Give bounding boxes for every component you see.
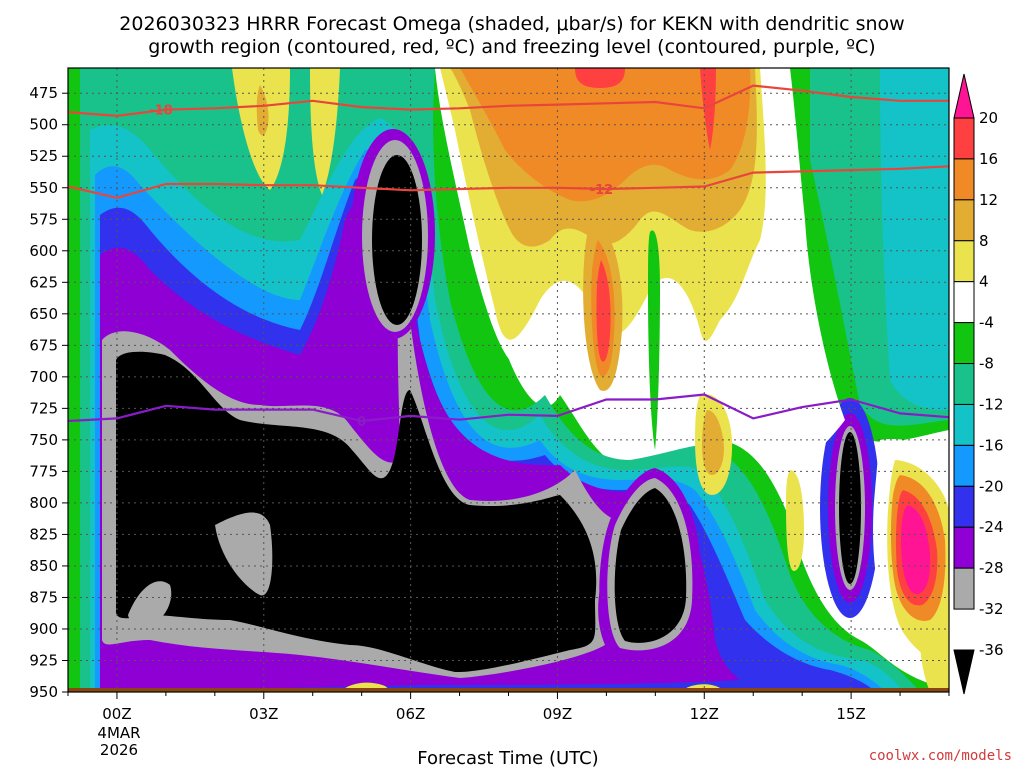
colorbar-label: 4 — [979, 273, 989, 291]
colorbar-label: -16 — [979, 436, 1004, 454]
colorbar-label: -4 — [979, 314, 994, 332]
shade-pink-right — [901, 505, 931, 595]
y-tick-label: 925 — [29, 651, 58, 669]
y-tick-label: 575 — [29, 210, 58, 228]
colorbar-label: 16 — [979, 150, 998, 168]
y-tick-label: 700 — [29, 368, 58, 386]
contour-line — [68, 393, 949, 423]
y-axis: 475 500 525 550 575 600 625 650 675 700 725 750 775 8… — [29, 84, 68, 701]
contour-label: -18 — [149, 104, 173, 119]
colorbar-label: 8 — [979, 232, 989, 250]
colorbar-swatch — [953, 567, 975, 610]
shade-black-upper — [372, 155, 422, 325]
y-tick-label: 825 — [29, 525, 58, 543]
shade-yellow-06z — [310, 68, 340, 195]
shade-red-12z — [700, 68, 716, 150]
shade-black-15z — [839, 432, 861, 584]
shade-black-region — [115, 351, 597, 673]
shade-cyan-right — [880, 68, 949, 411]
y-tick-label: 725 — [29, 399, 58, 417]
colorbar-label: -24 — [979, 518, 1004, 536]
y-tick-label: 525 — [29, 147, 58, 165]
contour-label: -12 — [590, 183, 614, 198]
colorbar-swatch — [953, 444, 975, 487]
colorbar-swatch — [953, 649, 975, 695]
colorbar-label: -32 — [979, 600, 1004, 618]
x-date-label-year: 2026 — [100, 741, 138, 759]
colorbar-swatch — [953, 158, 975, 201]
colorbar-swatch — [953, 240, 975, 283]
chart-title-line-1: 2026030323 HRRR Forecast Omega (shaded, … — [119, 13, 904, 35]
y-tick-label: 650 — [29, 305, 58, 323]
x-tick-label: 12Z — [690, 705, 719, 723]
y-tick-label: 875 — [29, 588, 58, 606]
x-tick-label: 09Z — [543, 705, 572, 723]
ground-strip — [68, 688, 949, 692]
shade-yellow-14z — [786, 470, 804, 571]
shade-red-upper — [575, 68, 625, 88]
colorbar-label: -8 — [979, 355, 994, 373]
y-tick-label: 750 — [29, 431, 58, 449]
colorbar-swatch — [953, 322, 975, 365]
y-tick-label: 500 — [29, 116, 58, 134]
colorbar-swatch — [953, 281, 975, 324]
y-tick-label: 900 — [29, 620, 58, 638]
contour-line — [68, 84, 949, 118]
chart-title-line-2: growth region (contoured, red, ºC) and f… — [148, 36, 875, 58]
shade-green-11z-spike — [648, 230, 660, 450]
colorbar-label: -28 — [979, 559, 1004, 577]
shade-gray-patch-2 — [128, 581, 172, 627]
contour-lines: -18 -12 0 — [68, 84, 949, 430]
contour-label: 0 — [357, 415, 366, 430]
shade-gold-12z-lower — [702, 410, 724, 475]
y-tick-label: 775 — [29, 462, 58, 480]
shade-orange-upper — [460, 68, 751, 202]
contour-line — [68, 165, 949, 199]
x-axis-label: Forecast Time (UTC) — [417, 748, 598, 768]
credit-text: coolwx.com/models — [869, 748, 1012, 764]
shade-yellow-bottom-right — [920, 640, 949, 692]
colorbar-swatch — [953, 526, 975, 569]
y-tick-label: 850 — [29, 557, 58, 575]
y-tick-label: 475 — [29, 84, 58, 102]
colorbar: 20 16 12 8 4 -4 -8 -12 -16 -20 -24 -28 -32 -36 — [953, 73, 1004, 695]
shade-red-10z — [596, 260, 611, 362]
colorbar-swatch — [953, 73, 975, 119]
y-tick-label: 800 — [29, 494, 58, 512]
colorbar-swatch — [953, 485, 975, 528]
colorbar-label: -36 — [979, 641, 1004, 659]
y-tick-label: 675 — [29, 336, 58, 354]
colorbar-label: 20 — [979, 109, 998, 127]
grid-lines — [68, 68, 949, 692]
x-tick-label: 06Z — [396, 705, 425, 723]
y-tick-label: 550 — [29, 179, 58, 197]
y-tick-label: 950 — [29, 683, 58, 701]
y-tick-label: 600 — [29, 242, 58, 260]
shade-gold-03z — [256, 85, 269, 136]
x-axis: 00Z 03Z 06Z 09Z 12Z 15Z — [67, 692, 950, 723]
colorbar-swatch — [953, 363, 975, 405]
x-tick-label: 00Z — [102, 705, 131, 723]
colorbar-label: -12 — [979, 395, 1004, 413]
colorbar-label: 12 — [979, 191, 998, 209]
x-tick-label: 15Z — [836, 705, 865, 723]
x-tick-label: 03Z — [249, 705, 278, 723]
plot-area: -18 -12 0 — [68, 68, 949, 692]
colorbar-swatch — [953, 199, 975, 242]
colorbar-swatch — [953, 403, 975, 446]
shade-gray-patch-1 — [215, 512, 273, 596]
colorbar-swatch — [953, 117, 975, 160]
y-tick-label: 625 — [29, 273, 58, 291]
x-date-label-day: 4MAR — [97, 724, 140, 742]
colorbar-label: -20 — [979, 477, 1004, 495]
